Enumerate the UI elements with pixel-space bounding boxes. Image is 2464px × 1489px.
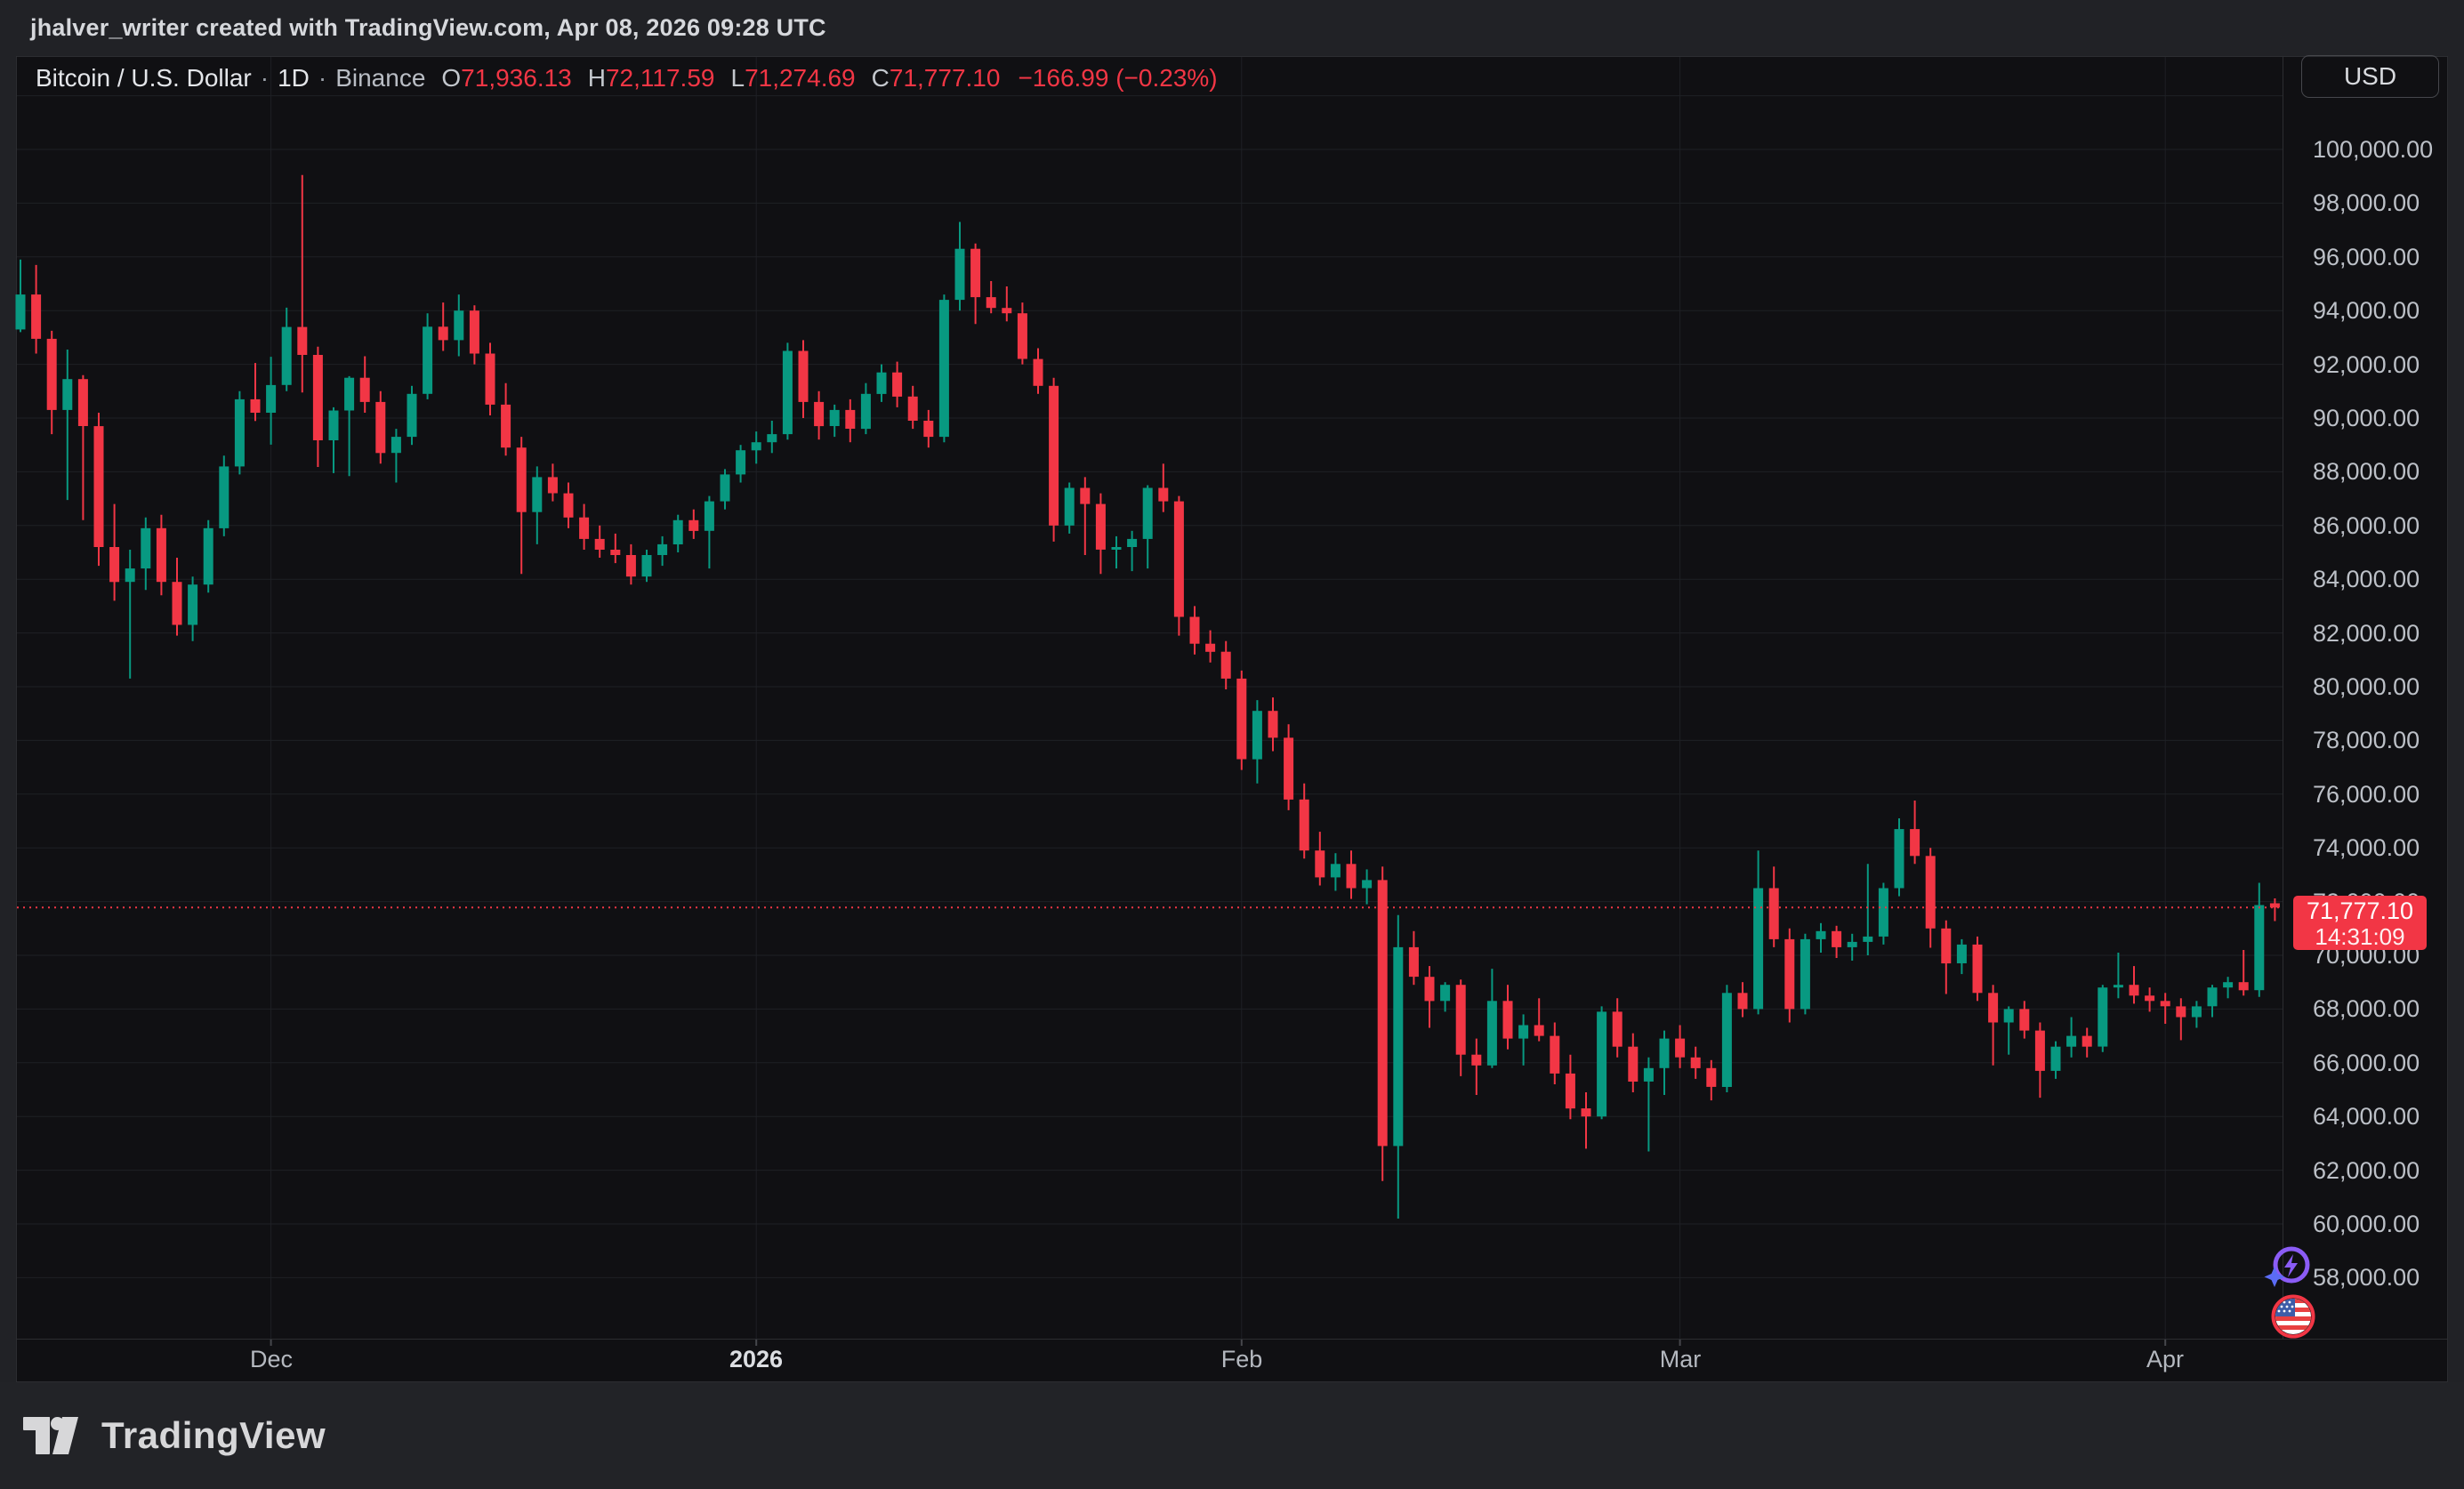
price-axis-label: 58,000.00 bbox=[2313, 1264, 2420, 1291]
open-letter: O bbox=[441, 64, 462, 92]
interval-label: 1D bbox=[278, 64, 310, 92]
price-axis-label: 66,000.00 bbox=[2313, 1050, 2420, 1076]
close-letter: C bbox=[871, 64, 890, 92]
price-axis-label: 76,000.00 bbox=[2313, 781, 2420, 808]
tradingview-logo-text: TradingView bbox=[101, 1414, 326, 1456]
tradingview-logo-icon bbox=[23, 1417, 78, 1454]
price-axis-label: 68,000.00 bbox=[2313, 995, 2420, 1022]
symbol-name: Bitcoin / U.S. Dollar bbox=[36, 64, 252, 92]
price-axis-label: 94,000.00 bbox=[2313, 297, 2420, 324]
high-value: 72,117.59 bbox=[605, 64, 715, 92]
price-axis-label: 100,000.00 bbox=[2313, 136, 2434, 163]
time-axis-label: Apr bbox=[2146, 1346, 2185, 1372]
spark-ai-icon[interactable] bbox=[2263, 1242, 2313, 1292]
price-axis-label: 90,000.00 bbox=[2313, 405, 2420, 431]
us-flag-icon[interactable] bbox=[2270, 1293, 2316, 1340]
exchange-label: Binance bbox=[335, 64, 426, 92]
time-axis-label: Feb bbox=[1220, 1346, 1263, 1372]
time-axis-label: 2026 bbox=[729, 1346, 784, 1372]
price-axis-label: 74,000.00 bbox=[2313, 834, 2420, 861]
change-value: −166.99 (−0.23%) bbox=[1018, 64, 1218, 92]
legend-separator: · bbox=[260, 64, 270, 92]
bar-close-countdown: 14:31:09 bbox=[2315, 922, 2405, 950]
attribution-bar: jhalver_writer created with TradingView.… bbox=[0, 0, 2464, 56]
tradingview-logo[interactable]: TradingView bbox=[23, 1414, 326, 1457]
price-axis-label: 86,000.00 bbox=[2313, 512, 2420, 539]
bottom-toolbar: TradingView bbox=[0, 1382, 2464, 1489]
price-axis-label: 64,000.00 bbox=[2313, 1103, 2420, 1130]
low-value: 71,274.69 bbox=[745, 64, 856, 92]
currency-toggle-button[interactable]: USD bbox=[2301, 55, 2439, 98]
price-axis-label: 88,000.00 bbox=[2313, 458, 2420, 485]
time-axis-label: Mar bbox=[1659, 1346, 1702, 1372]
price-axis-label: 80,000.00 bbox=[2313, 673, 2420, 700]
price-axis-label: 96,000.00 bbox=[2313, 244, 2420, 270]
price-axis-label: 78,000.00 bbox=[2313, 727, 2420, 753]
time-scale-separator bbox=[17, 1339, 2448, 1340]
symbol-legend[interactable]: Bitcoin / U.S. Dollar · 1D · Binance O 7… bbox=[36, 64, 1218, 93]
time-axis-label: Dec bbox=[249, 1346, 293, 1372]
price-axis-label: 84,000.00 bbox=[2313, 566, 2420, 592]
high-letter: H bbox=[587, 64, 606, 92]
price-axis-label: 92,000.00 bbox=[2313, 351, 2420, 378]
attribution-text: jhalver_writer created with TradingView.… bbox=[30, 14, 826, 41]
current-price-value: 71,777.10 bbox=[2306, 897, 2414, 924]
close-value: 71,777.10 bbox=[889, 64, 1001, 92]
price-axis-label: 60,000.00 bbox=[2313, 1211, 2420, 1237]
price-axis-label: 62,000.00 bbox=[2313, 1157, 2420, 1184]
open-value: 71,936.13 bbox=[461, 64, 572, 92]
chart-pane[interactable] bbox=[16, 56, 2448, 1382]
current-price-label: 71,777.10 14:31:09 bbox=[2293, 896, 2427, 950]
price-axis-label: 98,000.00 bbox=[2313, 189, 2420, 216]
legend-separator: · bbox=[318, 64, 327, 92]
price-axis-label: 82,000.00 bbox=[2313, 620, 2420, 647]
low-letter: L bbox=[730, 64, 745, 92]
